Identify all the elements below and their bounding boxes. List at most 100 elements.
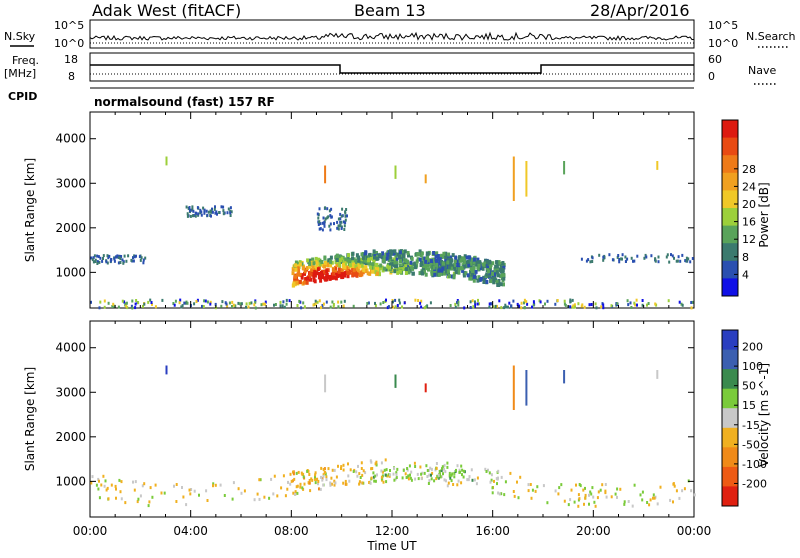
echo-cell — [502, 276, 506, 281]
echo-cell — [174, 299, 177, 303]
echo-cell — [313, 270, 317, 275]
echo-cell — [513, 494, 516, 498]
echo-cell — [361, 255, 365, 260]
echo-cell — [395, 260, 399, 265]
echo-cell — [325, 300, 328, 304]
echo-cell — [447, 255, 450, 260]
echo-cell — [258, 497, 261, 501]
echo-cell — [331, 468, 334, 472]
echo-cell — [207, 210, 210, 214]
echo-cell — [324, 471, 327, 474]
echo-cell — [163, 491, 166, 495]
echo-cell — [300, 262, 304, 267]
echo-cell — [468, 255, 472, 260]
echo-cell — [577, 493, 580, 497]
echo-cell — [351, 259, 355, 264]
echo-cell — [386, 306, 389, 310]
echo-cell — [154, 483, 157, 487]
echo-cell — [287, 480, 289, 484]
echo-cell — [189, 492, 192, 496]
echo-cell — [309, 489, 312, 493]
echo-cell — [320, 260, 324, 264]
echo-cell — [588, 493, 590, 497]
echo-cell — [457, 259, 461, 264]
echo-cell — [396, 268, 400, 273]
echo-cell — [611, 258, 614, 262]
echo-cell — [578, 497, 581, 501]
echo-cell — [370, 460, 373, 464]
echo-cell — [184, 301, 187, 305]
echo-cell — [470, 468, 473, 472]
colorbar-segment — [722, 349, 738, 370]
echo-cell — [493, 275, 497, 280]
echo-cell — [488, 267, 492, 272]
echo-cell — [683, 487, 686, 491]
echo-cell — [503, 306, 506, 310]
echo-cell — [523, 301, 525, 305]
echo-cell — [500, 306, 503, 310]
echo-cell — [134, 306, 137, 310]
echo-cell — [324, 217, 327, 221]
echo-cell — [91, 258, 94, 262]
echo-cell — [298, 279, 302, 284]
echo-cell — [376, 267, 380, 272]
echo-cell — [493, 479, 495, 483]
echo-cell — [314, 481, 317, 485]
freq-left-label-1: Freq. — [12, 54, 39, 67]
echo-cell — [274, 303, 277, 306]
echo-cell — [314, 302, 317, 306]
colorbar-segment — [722, 330, 738, 351]
echo-cell — [390, 251, 394, 256]
echo-cell — [356, 474, 359, 478]
noise-tick-bottom-right: 10^0 — [708, 37, 738, 50]
echo-cell — [670, 253, 672, 257]
echo-cell — [420, 260, 423, 265]
echo-cell — [584, 496, 587, 500]
echo-cell — [404, 264, 408, 269]
echo-cell — [590, 303, 593, 306]
echo-cell — [440, 259, 444, 264]
echo-cell — [227, 207, 230, 211]
echo-cell — [347, 474, 350, 478]
echo-cell — [332, 268, 335, 272]
echo-cell — [326, 216, 329, 220]
echo-cell — [491, 491, 494, 495]
echo-cell — [119, 257, 122, 261]
echo-cell — [321, 273, 325, 278]
echo-cell — [315, 478, 318, 482]
echo-cell — [131, 299, 134, 303]
echo-cell — [428, 258, 432, 263]
echo-cell — [496, 266, 500, 271]
echo-cell — [666, 253, 669, 257]
echo-cell — [620, 257, 623, 261]
echo-cell — [494, 264, 498, 269]
echo-cell — [464, 271, 468, 276]
echo-cell — [340, 300, 343, 304]
echo-cell — [143, 302, 146, 306]
echo-cell — [416, 472, 419, 476]
echo-cell — [343, 299, 346, 303]
echo-streak — [563, 161, 566, 175]
echo-cell — [346, 258, 350, 263]
echo-cell — [351, 251, 355, 256]
echo-cell — [602, 306, 605, 310]
echo-cell — [263, 302, 266, 306]
echo-cell — [471, 270, 474, 275]
echo-cell — [463, 306, 466, 310]
echo-cell — [588, 502, 590, 506]
echo-cell — [320, 466, 323, 470]
echo-cell — [339, 217, 342, 221]
echo-cell — [673, 256, 675, 260]
echo-cell — [404, 258, 408, 263]
echo-cell — [415, 259, 419, 264]
echo-cell — [459, 470, 461, 474]
echo-cell — [469, 264, 473, 269]
echo-cell — [316, 212, 319, 216]
echo-cell — [374, 474, 377, 478]
echo-cell — [466, 259, 470, 264]
echo-cell — [334, 265, 338, 270]
echo-cell — [311, 478, 314, 482]
echo-cell — [339, 212, 342, 216]
echo-cell — [451, 253, 455, 258]
echo-cell — [198, 493, 200, 497]
